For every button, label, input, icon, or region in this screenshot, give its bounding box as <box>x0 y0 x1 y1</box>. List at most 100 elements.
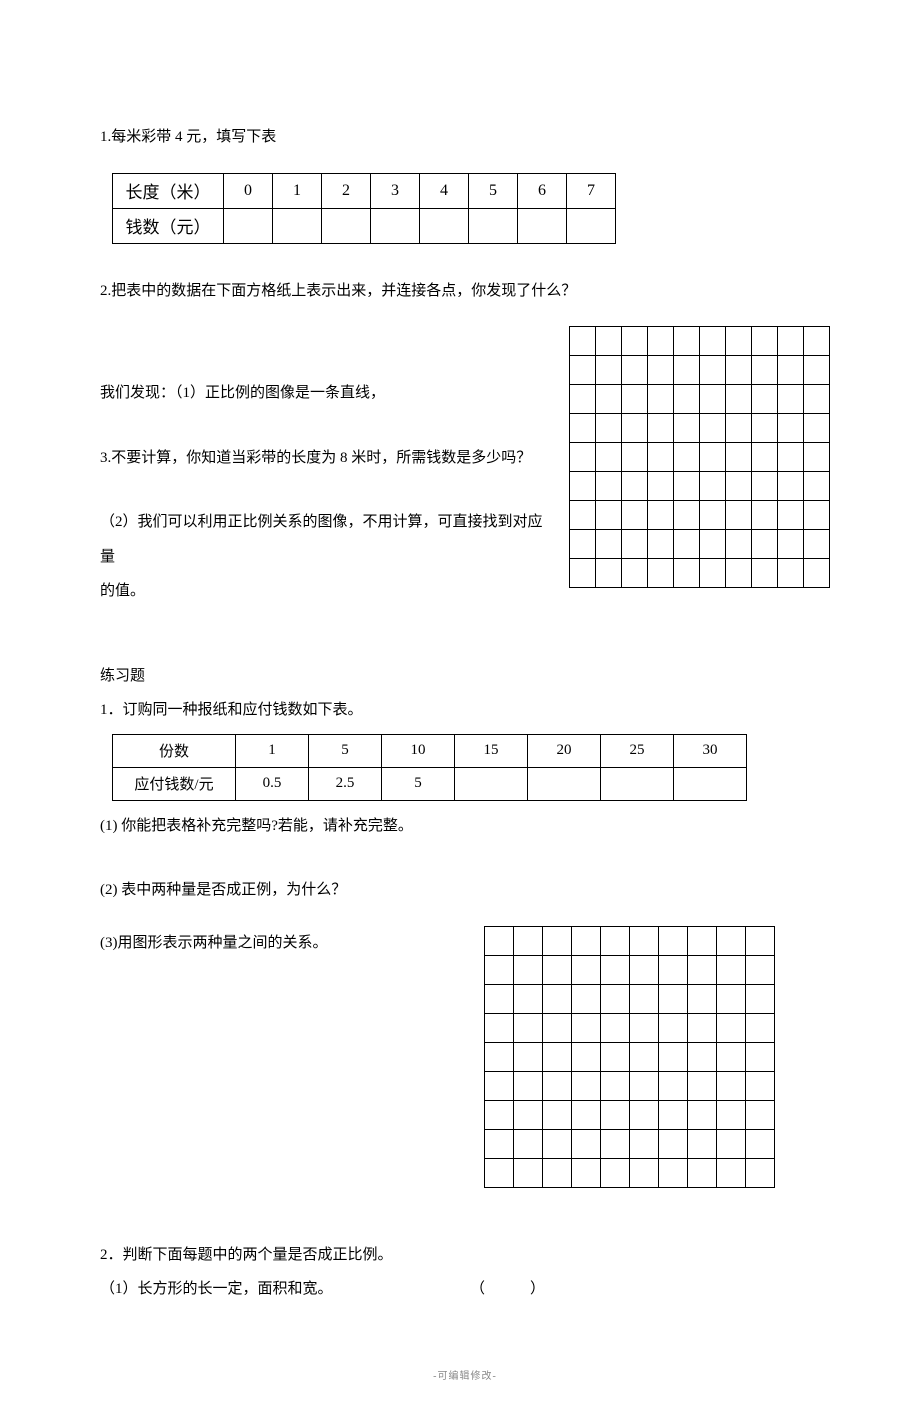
grid-cell <box>700 385 726 414</box>
q1-v6[interactable] <box>518 208 567 243</box>
grid-cell <box>804 327 830 356</box>
grid-cell <box>804 356 830 385</box>
q1-v0[interactable] <box>224 208 273 243</box>
grid-cell <box>622 559 648 588</box>
grid-cell <box>674 530 700 559</box>
grid-cell <box>514 1100 543 1129</box>
grid-cell <box>688 1013 717 1042</box>
grid-cell <box>804 559 830 588</box>
grid-cell <box>746 1158 775 1187</box>
grid-cell <box>717 926 746 955</box>
p1-v2[interactable]: 5 <box>382 767 455 800</box>
grid-cell <box>622 501 648 530</box>
grid-cell <box>485 1100 514 1129</box>
grid-cell <box>543 984 572 1013</box>
grid-cell <box>717 1042 746 1071</box>
grid-cell <box>746 1100 775 1129</box>
grid-cell <box>514 1071 543 1100</box>
grid-cell <box>717 1129 746 1158</box>
grid-cell <box>543 1129 572 1158</box>
grid-cell <box>659 1042 688 1071</box>
grid-cell <box>778 530 804 559</box>
grid-cell <box>514 926 543 955</box>
p1-v4[interactable] <box>528 767 601 800</box>
q1-v1[interactable] <box>273 208 322 243</box>
p1-table: 份数 1 5 10 15 20 25 30 应付钱数/元 0.5 2.5 5 <box>112 734 747 801</box>
grid-cell <box>804 443 830 472</box>
grid-cell <box>514 1158 543 1187</box>
grid-cell <box>514 1013 543 1042</box>
p2-item1: （1）长方形的长一定，面积和宽。 <box>100 1281 333 1297</box>
p1-v5[interactable] <box>601 767 674 800</box>
grid-cell <box>514 955 543 984</box>
p2-prompt: 2．判断下面每题中的两个量是否成正比例。 <box>100 1238 830 1273</box>
grid-cell <box>648 385 674 414</box>
grid-cell <box>514 984 543 1013</box>
grid-cell <box>688 1042 717 1071</box>
grid-cell <box>717 955 746 984</box>
grid-cell <box>630 926 659 955</box>
q1-v4[interactable] <box>420 208 469 243</box>
grid-cell <box>648 559 674 588</box>
grid-cell <box>717 1100 746 1129</box>
grid-cell <box>601 955 630 984</box>
grid-cell <box>752 327 778 356</box>
p1-sub1: (1) 你能把表格补充完整吗?若能，请补充完整。 <box>100 809 830 844</box>
p1-c3: 15 <box>455 734 528 767</box>
grid-cell <box>596 443 622 472</box>
grid-cell <box>700 443 726 472</box>
grid-cell <box>659 955 688 984</box>
grid-cell <box>752 472 778 501</box>
grid-cell <box>630 955 659 984</box>
q1-c5: 5 <box>469 173 518 208</box>
grid-cell <box>804 472 830 501</box>
q1-c2: 2 <box>322 173 371 208</box>
grid-cell <box>622 443 648 472</box>
p1-v6[interactable] <box>674 767 747 800</box>
grid-cell <box>674 385 700 414</box>
grid-cell <box>596 472 622 501</box>
practice-heading: 练习题 <box>100 659 830 694</box>
p1-v3[interactable] <box>455 767 528 800</box>
q1-v5[interactable] <box>469 208 518 243</box>
grid-cell <box>688 955 717 984</box>
p1-v1[interactable]: 2.5 <box>309 767 382 800</box>
grid-cell <box>601 1013 630 1042</box>
grid-cell <box>648 530 674 559</box>
grid-cell <box>514 1129 543 1158</box>
grid-cell <box>622 327 648 356</box>
grid-cell <box>659 1158 688 1187</box>
grid-cell <box>700 530 726 559</box>
q3-finding2b: 的值。 <box>100 574 555 609</box>
grid-cell <box>596 327 622 356</box>
q1-row2-label: 钱数（元） <box>113 208 224 243</box>
p1-c0: 1 <box>236 734 309 767</box>
grid-cell <box>659 984 688 1013</box>
grid-cell <box>622 356 648 385</box>
q1-v7[interactable] <box>567 208 616 243</box>
grid-cell <box>601 926 630 955</box>
q1-v2[interactable] <box>322 208 371 243</box>
grid-cell <box>674 559 700 588</box>
grid-cell <box>572 955 601 984</box>
grid-cell <box>543 1158 572 1187</box>
q1-v3[interactable] <box>371 208 420 243</box>
grid-cell <box>778 414 804 443</box>
grid-cell <box>688 984 717 1013</box>
grid-cell <box>622 385 648 414</box>
grid-cell <box>622 414 648 443</box>
grid-cell <box>570 356 596 385</box>
p1-c2: 10 <box>382 734 455 767</box>
grid-cell <box>543 926 572 955</box>
grid-cell <box>572 1071 601 1100</box>
grid-cell <box>485 984 514 1013</box>
grid-cell <box>596 530 622 559</box>
grid-cell <box>674 327 700 356</box>
p1-v0[interactable]: 0.5 <box>236 767 309 800</box>
grid-cell <box>700 501 726 530</box>
grid-cell <box>485 1129 514 1158</box>
p2-paren[interactable]: （ ） <box>470 1281 545 1297</box>
q1-c1: 1 <box>273 173 322 208</box>
grid-cell <box>596 356 622 385</box>
grid-cell <box>778 559 804 588</box>
